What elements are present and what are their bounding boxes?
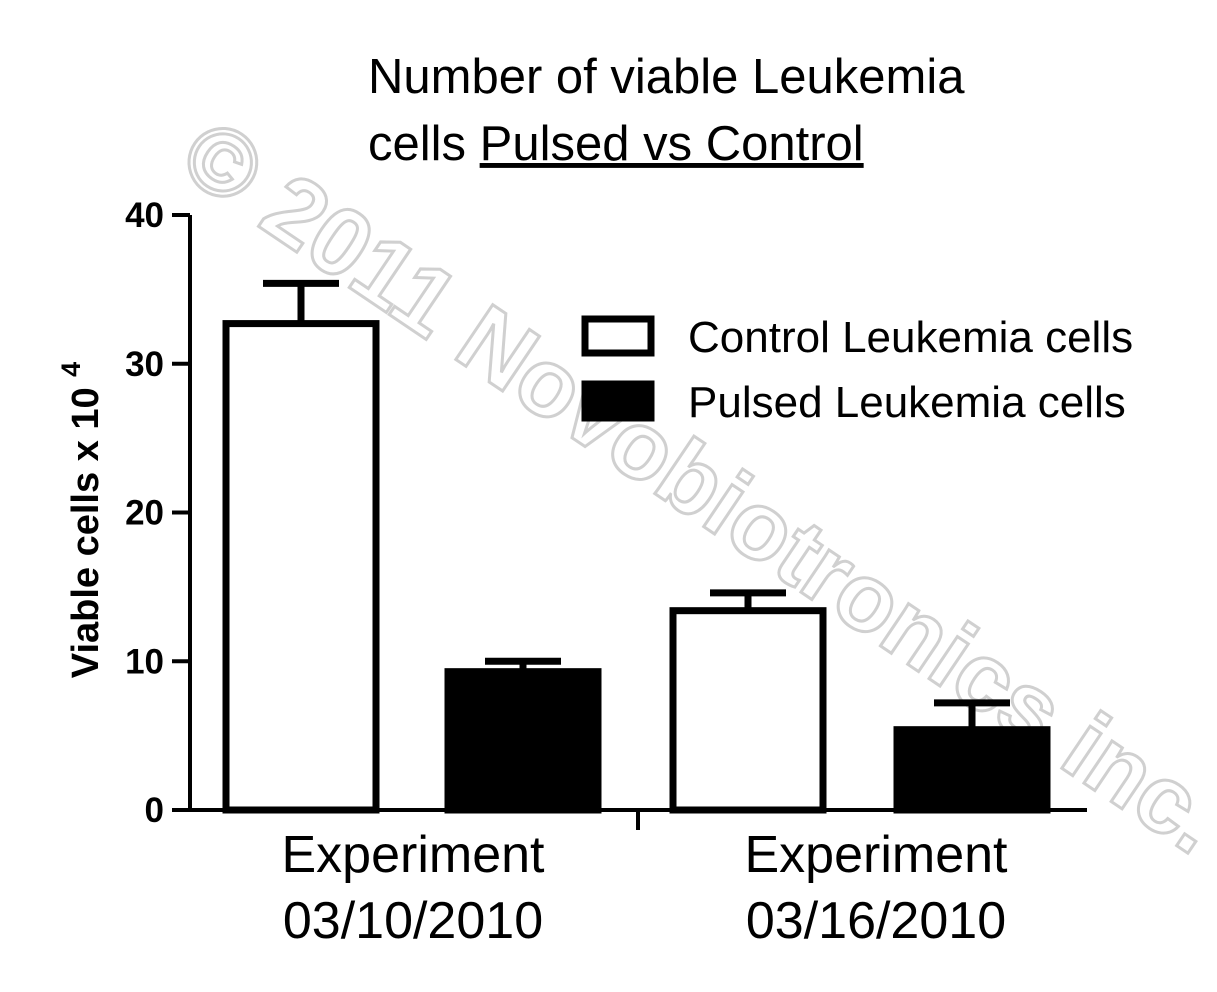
- legend-label-1: Pulsed Leukemia cells: [688, 378, 1126, 427]
- legend-swatch-1: [581, 380, 655, 422]
- bar-control-1: [669, 607, 827, 814]
- chart-title-plain: cells: [368, 117, 480, 171]
- y-axis-label-main: Viable cells x 10: [65, 377, 107, 678]
- chart-title-line-1: Number of viable Leukemia: [368, 50, 965, 104]
- axes: 0 10 20 30 40: [125, 196, 1087, 830]
- chart-title: Number of viable Leukemia cells Pulsed v…: [368, 50, 965, 171]
- bar-control-0: [222, 320, 380, 814]
- category-label-0-line-1: 03/10/2010: [283, 892, 543, 950]
- y-tick-label: 20: [125, 494, 164, 533]
- legend-swatch-0: [581, 315, 655, 357]
- bar-pulsed-1: [893, 726, 1051, 814]
- category-label-1-line-1: 03/16/2010: [746, 892, 1006, 950]
- bar-pulsed-0: [444, 668, 602, 814]
- y-axis-label: Viable cells x 10 4: [56, 362, 107, 678]
- y-axis-label-superscript: 4: [56, 362, 86, 377]
- category-labels: Experiment 03/10/2010 Experiment 03/16/2010: [282, 826, 1009, 950]
- y-tick-label: 30: [125, 345, 164, 384]
- error-bars: [263, 279, 1010, 730]
- bars: [222, 320, 1051, 814]
- y-axis-label-text: Viable cells x 10 4: [56, 362, 107, 678]
- category-label-1-line-0: Experiment: [745, 826, 1009, 884]
- y-tick-label: 0: [145, 791, 164, 830]
- category-label-0-line-0: Experiment: [282, 826, 546, 884]
- legend-label-0: Control Leukemia cells: [688, 313, 1133, 362]
- chart-title-underlined: Pulsed vs Control: [480, 117, 864, 171]
- legend: Control Leukemia cells Pulsed Leukemia ce…: [581, 313, 1133, 427]
- y-tick-label: 40: [125, 196, 164, 235]
- y-tick-label: 10: [125, 642, 164, 681]
- chart-title-line-2: cells Pulsed vs Control: [368, 117, 864, 171]
